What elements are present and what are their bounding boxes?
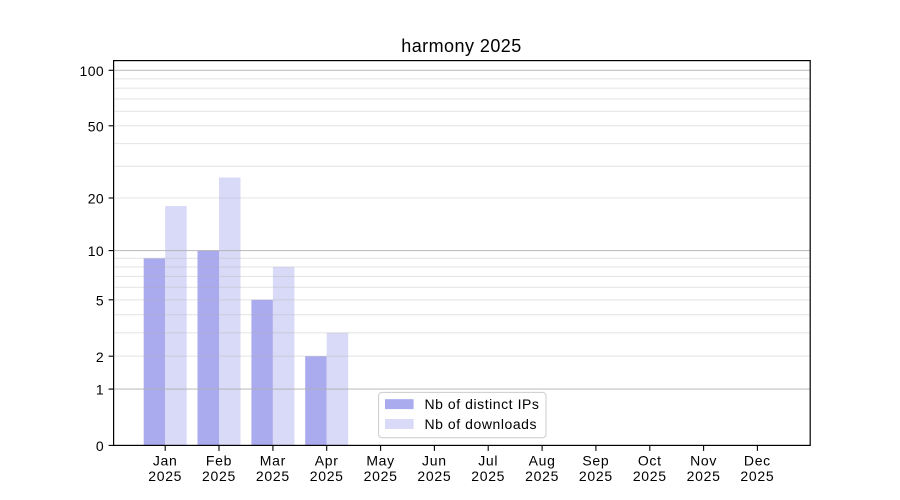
svg-text:1: 1 bbox=[96, 382, 104, 398]
svg-text:2025: 2025 bbox=[256, 468, 290, 484]
svg-text:Jul: Jul bbox=[478, 453, 498, 469]
svg-text:Mar: Mar bbox=[260, 453, 286, 469]
svg-text:Aug: Aug bbox=[529, 453, 556, 469]
svg-text:2025: 2025 bbox=[364, 468, 398, 484]
svg-text:Nb of downloads: Nb of downloads bbox=[425, 416, 538, 432]
svg-text:Jan: Jan bbox=[153, 453, 178, 469]
svg-text:2025: 2025 bbox=[417, 468, 451, 484]
svg-text:2025: 2025 bbox=[633, 468, 667, 484]
svg-text:2025: 2025 bbox=[740, 468, 774, 484]
svg-text:2: 2 bbox=[96, 349, 104, 365]
svg-text:2025: 2025 bbox=[202, 468, 236, 484]
svg-text:Nb of distinct IPs: Nb of distinct IPs bbox=[425, 396, 540, 412]
svg-text:Dec: Dec bbox=[744, 453, 771, 469]
svg-text:2025: 2025 bbox=[310, 468, 344, 484]
svg-text:Sep: Sep bbox=[582, 453, 609, 469]
svg-text:2025: 2025 bbox=[579, 468, 613, 484]
svg-text:100: 100 bbox=[80, 63, 105, 79]
svg-text:Nov: Nov bbox=[690, 453, 717, 469]
svg-text:2025: 2025 bbox=[148, 468, 182, 484]
svg-text:Apr: Apr bbox=[315, 453, 339, 469]
svg-text:20: 20 bbox=[88, 191, 104, 207]
svg-text:10: 10 bbox=[88, 243, 104, 259]
svg-text:2025: 2025 bbox=[525, 468, 559, 484]
svg-text:50: 50 bbox=[88, 118, 104, 134]
svg-text:2025: 2025 bbox=[471, 468, 505, 484]
svg-text:harmony 2025: harmony 2025 bbox=[401, 36, 521, 56]
svg-text:Oct: Oct bbox=[638, 453, 662, 469]
svg-text:May: May bbox=[366, 453, 395, 469]
svg-text:Jun: Jun bbox=[422, 453, 447, 469]
svg-text:Feb: Feb bbox=[206, 453, 232, 469]
svg-text:0: 0 bbox=[96, 438, 104, 454]
svg-text:5: 5 bbox=[96, 292, 104, 308]
svg-text:2025: 2025 bbox=[687, 468, 721, 484]
